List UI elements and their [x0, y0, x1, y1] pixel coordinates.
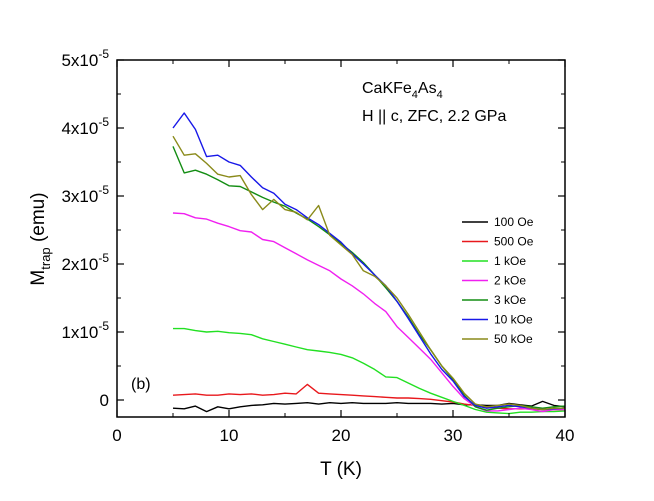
annotation-conditions: H || c, ZFC, 2.2 GPa: [362, 108, 506, 125]
x-tick-label: 0: [112, 426, 121, 445]
x-tick-label: 10: [220, 426, 239, 445]
legend-label: 2 kOe: [494, 274, 526, 288]
legend-label: 100 Oe: [494, 215, 534, 229]
x-axis-title: T (K): [320, 459, 362, 480]
series-line: [173, 327, 566, 415]
series-line: [172, 135, 565, 411]
y-axis-title: Mtrap (emu): [28, 192, 53, 285]
x-tick-label: 30: [444, 426, 463, 445]
legend-label: 500 Oe: [494, 235, 534, 249]
legend-label: 3 kOe: [494, 293, 526, 307]
x-tick-label: 20: [332, 426, 351, 445]
legend-layer: 100 Oe 500 Oe 1 kOe 2 kOe 3 kOe 10 kOe 50 kOe: [462, 215, 534, 346]
x-tick-label: 40: [556, 426, 575, 445]
y-tick-label: 0: [100, 391, 109, 410]
legend-label: 50 kOe: [494, 332, 533, 346]
y-tick-label: 2x10-5: [61, 251, 109, 274]
y-tick-label: 4x10-5: [61, 115, 109, 138]
legend-label: 1 kOe: [494, 254, 526, 268]
y-tick-label: 3x10-5: [61, 183, 109, 206]
annotation-compound: CaKFe4As4: [362, 80, 443, 101]
y-tick-label: 5x10-5: [61, 47, 109, 70]
series-line: [172, 112, 566, 411]
series-line: [172, 212, 565, 413]
series-layer: [172, 112, 566, 415]
tick-layer: 0 10 20 30 40 0 1x10-5 2x10-5 3x10-5 4x10-5 5x10-5: [61, 47, 574, 445]
panel-label: (b): [131, 376, 151, 393]
legend-label: 10 kOe: [494, 313, 533, 327]
y-tick-label: 1x10-5: [61, 319, 109, 342]
